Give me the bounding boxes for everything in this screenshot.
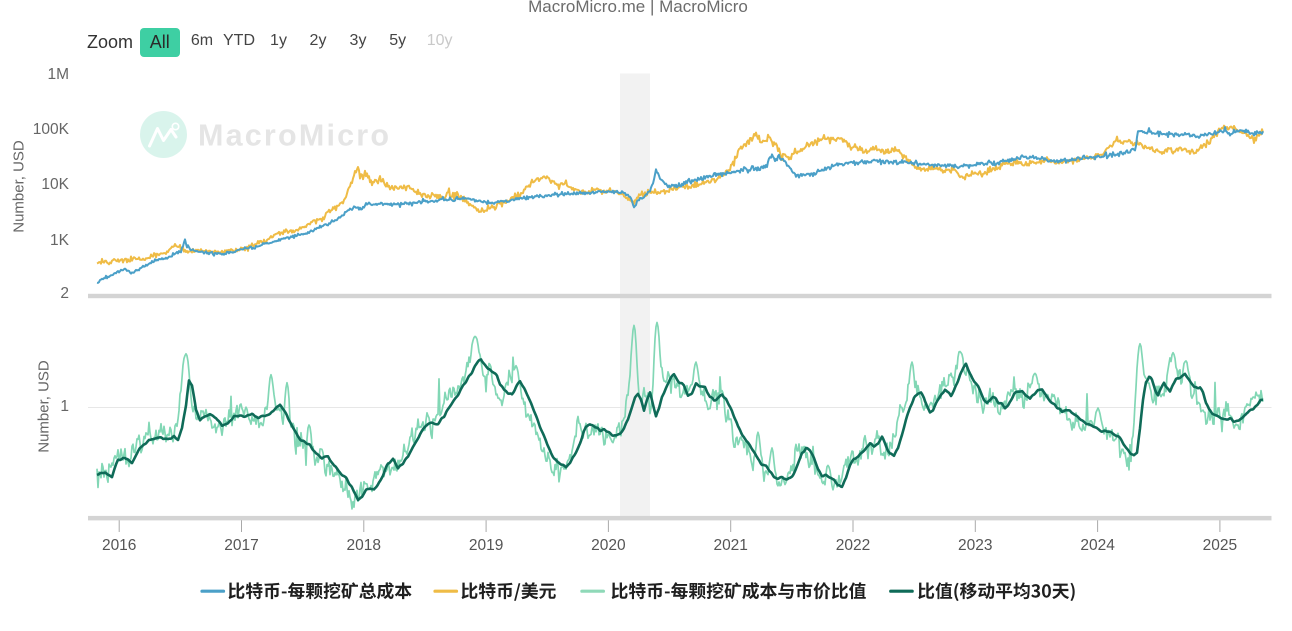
svg-text:MacroMicro: MacroMicro xyxy=(198,119,391,153)
